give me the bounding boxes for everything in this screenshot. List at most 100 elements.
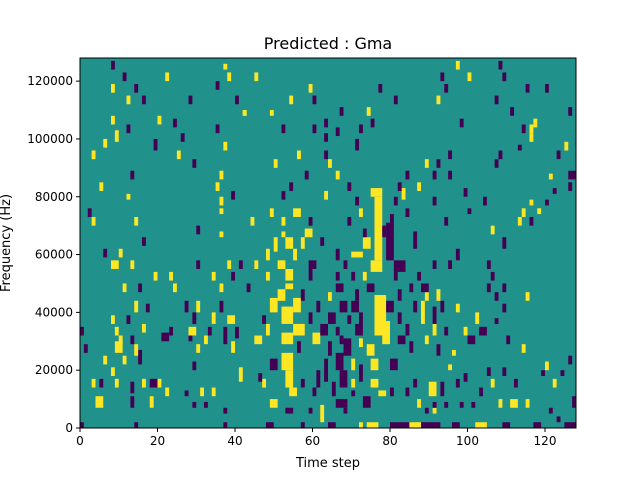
heatmap-cell-low	[145, 303, 150, 313]
heatmap-cell-high	[552, 378, 557, 388]
heatmap-cell-high	[521, 344, 526, 353]
plot-area	[79, 57, 577, 429]
heatmap-cell-low	[359, 364, 363, 382]
heatmap-cell-high	[370, 188, 383, 197]
heatmap-cell-low	[405, 170, 410, 180]
heatmap-cell-low	[393, 196, 398, 206]
heatmap-cell-low	[149, 378, 158, 388]
heatmap-cell-high	[266, 271, 270, 281]
heatmap-cell-high	[312, 332, 321, 345]
heatmap-cell-low	[204, 401, 208, 408]
heatmap-cell-low	[99, 378, 104, 388]
heatmap-cell-high	[421, 300, 425, 324]
heatmap-cell-high	[142, 323, 146, 333]
heatmap-cell-high	[308, 84, 313, 93]
heatmap-cell-high	[149, 396, 154, 408]
heatmap-cell-low	[506, 335, 511, 345]
heatmap-cell-low	[533, 422, 542, 428]
heatmap-cell-high	[122, 283, 127, 293]
heatmap-cell-low	[258, 373, 263, 382]
heatmap-cell-high	[335, 170, 340, 180]
heatmap-cell-low	[142, 237, 146, 246]
heatmap-cell-high	[114, 341, 123, 353]
heatmap-cell-high	[188, 326, 197, 336]
y-tick-label: 100000	[27, 132, 73, 146]
heatmap-cells	[80, 60, 577, 428]
heatmap-cell-low	[111, 60, 115, 70]
heatmap-cell-high	[424, 335, 429, 345]
heatmap-cell-high	[378, 390, 387, 397]
heatmap-cell-low	[134, 422, 139, 428]
x-axis-label: Time step	[295, 456, 360, 471]
heatmap-cell-high	[269, 297, 278, 313]
plot-frame	[79, 57, 577, 429]
heatmap-cell-high	[521, 208, 526, 217]
heatmap-cell-low	[413, 378, 418, 388]
heatmap-cell-low	[320, 323, 328, 336]
heatmap-cell-low	[300, 289, 305, 301]
heatmap-cell-low	[324, 133, 329, 142]
heatmap-cell-high	[370, 358, 379, 371]
heatmap-cell-low	[541, 370, 546, 376]
heatmap-cell-high	[277, 289, 286, 301]
heatmap-cell-low	[421, 283, 429, 293]
heatmap-cell-high	[328, 292, 332, 301]
heatmap-cell-high	[370, 260, 383, 272]
y-tick-label: 80000	[35, 190, 73, 204]
heatmap-cell-low	[231, 271, 236, 281]
heatmap-cell-high	[142, 378, 146, 388]
heatmap-cell-high	[285, 237, 294, 249]
heatmap-cell-high	[463, 326, 468, 336]
heatmap-cell-low	[440, 381, 445, 397]
heatmap-cell-low	[362, 228, 367, 238]
heatmap-cell-high	[118, 335, 123, 345]
heatmap-cell-high	[134, 300, 139, 313]
heatmap-cell-low	[335, 248, 340, 261]
heatmap-cell-high	[359, 422, 363, 428]
heatmap-cell-high	[91, 216, 96, 226]
heatmap-cell-high	[424, 159, 429, 168]
heatmap-cell-low	[339, 370, 348, 388]
heatmap-cell-high	[227, 72, 232, 82]
heatmap-cell-low	[223, 407, 228, 414]
heatmap-cell-low	[173, 118, 177, 128]
heatmap-cell-high	[436, 95, 441, 105]
heatmap-cell-high	[289, 95, 294, 105]
heatmap-cell-high	[91, 150, 96, 160]
heatmap-cell-high	[475, 422, 487, 428]
heatmap-cell-low	[455, 248, 460, 261]
heatmap-cell-high	[281, 352, 294, 371]
heatmap-cell-high	[250, 216, 255, 226]
heatmap-cell-low	[502, 422, 511, 428]
heatmap-cell-low	[207, 326, 212, 336]
heatmap-cell-low	[405, 323, 410, 336]
heatmap-cell-low	[517, 144, 522, 151]
heatmap-cell-low	[545, 199, 549, 206]
heatmap-cell-low	[180, 133, 185, 142]
heatmap-cell-low	[219, 300, 224, 313]
heatmap-cell-high	[95, 396, 104, 408]
heatmap-cell-high	[254, 335, 263, 345]
heatmap-cell-low	[320, 237, 325, 246]
heatmap-cell-low	[161, 332, 170, 342]
heatmap-cell-low	[424, 407, 429, 414]
heatmap-cell-high	[277, 260, 286, 270]
heatmap-cell-low	[192, 401, 197, 408]
heatmap-cell-high	[324, 190, 329, 200]
heatmap-cell-low	[134, 84, 139, 93]
heatmap-cell-low	[80, 326, 84, 336]
heatmap-cell-low	[192, 159, 197, 168]
heatmap-cell-high	[281, 216, 286, 226]
heatmap-cell-high	[545, 361, 549, 371]
heatmap-cell-low	[444, 84, 449, 93]
y-tick-label: 60000	[35, 248, 73, 262]
heatmap-cell-low	[238, 260, 243, 270]
heatmap-cell-high	[370, 378, 379, 388]
heatmap-cell-high	[455, 60, 460, 70]
heatmap-cell-high	[293, 208, 301, 217]
heatmap-cell-low	[393, 260, 406, 272]
heatmap-cell-high	[273, 159, 278, 168]
heatmap-cell-low	[397, 312, 402, 324]
heatmap-cell-low	[215, 81, 220, 90]
heatmap-cell-high	[428, 381, 437, 397]
